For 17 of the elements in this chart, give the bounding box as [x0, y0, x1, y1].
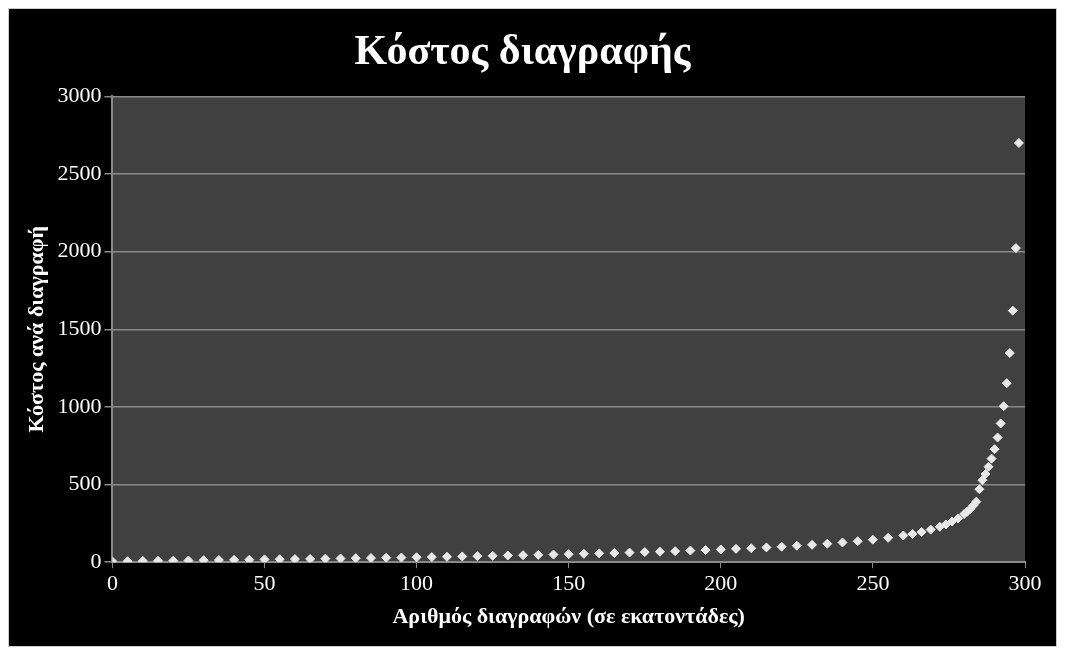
- x-tick-label: 250: [856, 570, 890, 596]
- x-tick-label: 200: [704, 570, 738, 596]
- y-tick-label: 2500: [57, 159, 102, 185]
- y-tick-label: 0: [90, 547, 102, 573]
- y-tick-label: 1000: [57, 392, 102, 418]
- x-tick-label: 50: [253, 570, 276, 596]
- y-axis-title: Κόστος ανά διαγραφή: [22, 226, 48, 433]
- x-tick-label: 100: [400, 570, 434, 596]
- chart-title: Κόστος διαγραφής: [354, 27, 692, 74]
- x-tick-label: 150: [552, 570, 586, 596]
- x-tick-label: 300: [1008, 570, 1042, 596]
- y-tick-label: 2000: [57, 237, 102, 263]
- x-tick-label: 0: [106, 570, 118, 596]
- x-axis-title: Αριθμός διαγραφών (σε εκατοντάδες): [392, 603, 745, 629]
- y-tick-label: 3000: [57, 82, 102, 108]
- y-tick-label: 1500: [57, 315, 102, 341]
- y-tick-label: 500: [68, 470, 102, 496]
